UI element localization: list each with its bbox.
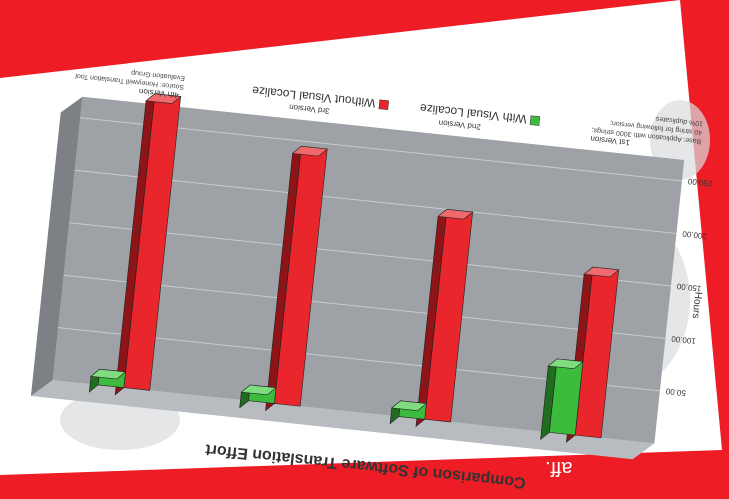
bar-with-3 <box>239 384 277 409</box>
bar-with-4 <box>88 368 127 393</box>
y-tick-label: 200.00 <box>681 229 707 241</box>
x-tick-label: 4th Version <box>139 87 180 100</box>
banner-text: aff. <box>545 457 573 479</box>
y-axis-label: Hours <box>690 291 704 319</box>
gridline <box>74 169 677 234</box>
x-tick-label: 2nd Version <box>438 118 481 131</box>
y-tick-label: 100.00 <box>670 334 696 346</box>
bars <box>88 93 620 443</box>
bar-without-2 <box>415 208 474 428</box>
base-notes: Base: Application with 3000 strings; 40 … <box>591 115 703 145</box>
y-tick-label: 50.00 <box>665 387 686 398</box>
y-tick-label: 150.00 <box>676 282 702 294</box>
bar-with-2 <box>389 400 428 425</box>
gridline <box>69 222 671 287</box>
bar-without-3 <box>265 145 328 412</box>
x-axis: 1st Version 2nd Version 3rd Version 4th Ver… <box>139 87 631 148</box>
plot-wall <box>30 380 655 460</box>
y-axis: 50.00 100.00 150.00 200.00 250.00 <box>665 177 713 398</box>
gridline <box>63 274 666 339</box>
x-tick-label: 3rd Version <box>289 102 330 115</box>
x-tick-label: 1st Version <box>590 134 630 147</box>
note-line-3: 10% duplicates <box>655 115 703 127</box>
bar-with-1 <box>540 358 584 441</box>
gridline <box>80 117 683 182</box>
bar-without-4 <box>114 93 182 396</box>
plot-area <box>52 96 685 444</box>
gridlines <box>58 117 683 392</box>
y-tick-label: 250.00 <box>687 177 713 189</box>
plot-floor <box>30 96 83 396</box>
